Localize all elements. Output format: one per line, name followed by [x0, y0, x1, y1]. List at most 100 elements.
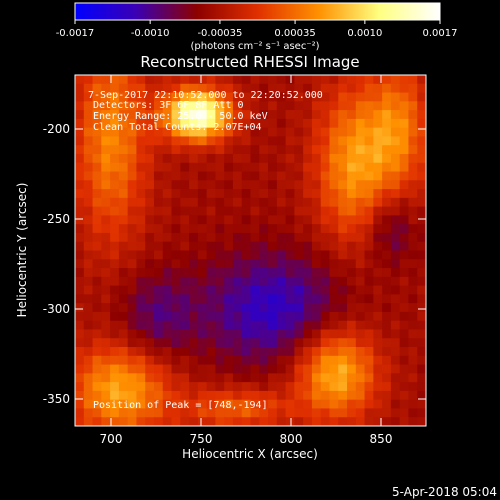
heatmap-cell: [382, 171, 392, 181]
heatmap-cell: [206, 224, 217, 234]
heatmap-cell: [259, 224, 269, 234]
heatmap-cell: [347, 285, 357, 295]
heatmap-cell: [241, 101, 252, 111]
heatmap-cell: [75, 294, 85, 304]
heatmap-cell: [382, 250, 392, 260]
heatmap-cell: [294, 250, 304, 260]
heatmap-cell: [171, 347, 181, 357]
heatmap-cell: [347, 399, 357, 410]
heatmap-cell: [232, 364, 243, 374]
heatmap-cell: [364, 232, 374, 243]
heatmap-cell: [110, 373, 120, 383]
heatmap-cell: [320, 162, 331, 173]
heatmap-cell: [92, 118, 102, 129]
heatmap-cell: [285, 294, 295, 304]
heatmap-cell: [250, 364, 260, 374]
heatmap-cell: [197, 329, 208, 339]
heatmap-cell: [320, 294, 331, 304]
heatmap-cell: [127, 145, 138, 155]
heatmap-cell: [232, 153, 243, 164]
heatmap-cell: [285, 408, 295, 418]
heatmap-cell: [347, 294, 357, 304]
heatmap-cell: [110, 250, 120, 260]
heatmap-cell: [110, 101, 120, 111]
heatmap-cell: [101, 232, 111, 243]
heatmap-cell: [171, 118, 181, 129]
heatmap-cell: [232, 215, 243, 225]
heatmap-cell: [250, 153, 260, 164]
heatmap-cell: [364, 329, 374, 339]
heatmap-cell: [347, 197, 357, 208]
heatmap-cell: [145, 250, 155, 260]
heatmap-cell: [118, 241, 129, 252]
heatmap-cell: [285, 285, 295, 295]
heatmap-cell: [364, 373, 374, 383]
heatmap-cell: [373, 232, 383, 243]
heatmap-cell: [259, 241, 269, 252]
heatmap-cell: [118, 162, 129, 173]
heatmap-cell: [382, 224, 392, 234]
peak-position-text: Position of Peak = [748,-194]: [93, 400, 268, 411]
heatmap-cell: [92, 250, 102, 260]
heatmap-cell: [338, 338, 348, 348]
heatmap-cell: [311, 320, 322, 331]
heatmap-cell: [127, 390, 138, 401]
heatmap-cell: [329, 101, 339, 111]
heatmap-cell: [355, 311, 366, 322]
heatmap-cell: [417, 285, 426, 295]
heatmap-cell: [145, 276, 155, 287]
heatmap-cell: [373, 83, 383, 94]
heatmap-cell: [347, 215, 357, 225]
heatmap-cell: [110, 83, 120, 94]
heatmap-cell: [338, 110, 348, 120]
heatmap-cell: [118, 153, 129, 164]
heatmap-cell: [136, 83, 146, 94]
heatmap-cell: [250, 276, 260, 287]
heatmap-cell: [224, 311, 234, 322]
heatmap-cell: [250, 145, 260, 155]
heatmap-cell: [110, 171, 120, 181]
heatmap-cell: [276, 276, 287, 287]
heatmap-cell: [259, 311, 269, 322]
heatmap-cell: [232, 232, 243, 243]
heatmap-cell: [417, 153, 426, 164]
heatmap-cell: [206, 390, 217, 401]
heatmap-cell: [189, 83, 199, 94]
heatmap-cell: [127, 136, 138, 146]
heatmap-cell: [180, 75, 190, 85]
heatmap-cell: [171, 136, 181, 146]
heatmap-cell: [250, 232, 260, 243]
heatmap-cell: [329, 145, 339, 155]
heatmap-cell: [127, 276, 138, 287]
heatmap-cell: [101, 347, 111, 357]
heatmap-cell: [145, 232, 155, 243]
heatmap-cell: [171, 153, 181, 164]
heatmap-cell: [162, 347, 173, 357]
heatmap-cell: [408, 241, 418, 252]
heatmap-cell: [118, 329, 129, 339]
heatmap-cell: [276, 75, 287, 85]
heatmap-cell: [118, 215, 129, 225]
heatmap-cell: [110, 232, 120, 243]
heatmap-cell: [390, 83, 401, 94]
heatmap-cell: [206, 338, 217, 348]
heatmap-cell: [408, 145, 418, 155]
heatmap-cell: [215, 364, 225, 374]
heatmap-cell: [83, 75, 94, 85]
heatmap-cell: [347, 320, 357, 331]
heatmap-cell: [75, 127, 85, 138]
heatmap-cell: [215, 153, 225, 164]
heatmap-cell: [303, 232, 313, 243]
heatmap-cell: [329, 189, 339, 199]
heatmap-cell: [417, 382, 426, 392]
heatmap-cell: [355, 408, 366, 418]
y-tick-label: -350: [43, 392, 70, 406]
heatmap-cell: [373, 373, 383, 383]
heatmap-cell: [294, 241, 304, 252]
heatmap-cell: [320, 338, 331, 348]
heatmap-cell: [153, 171, 164, 181]
heatmap-cell: [92, 127, 102, 138]
heatmap-cell: [136, 390, 146, 401]
heatmap-cell: [224, 92, 234, 102]
heatmap-cell: [347, 75, 357, 85]
